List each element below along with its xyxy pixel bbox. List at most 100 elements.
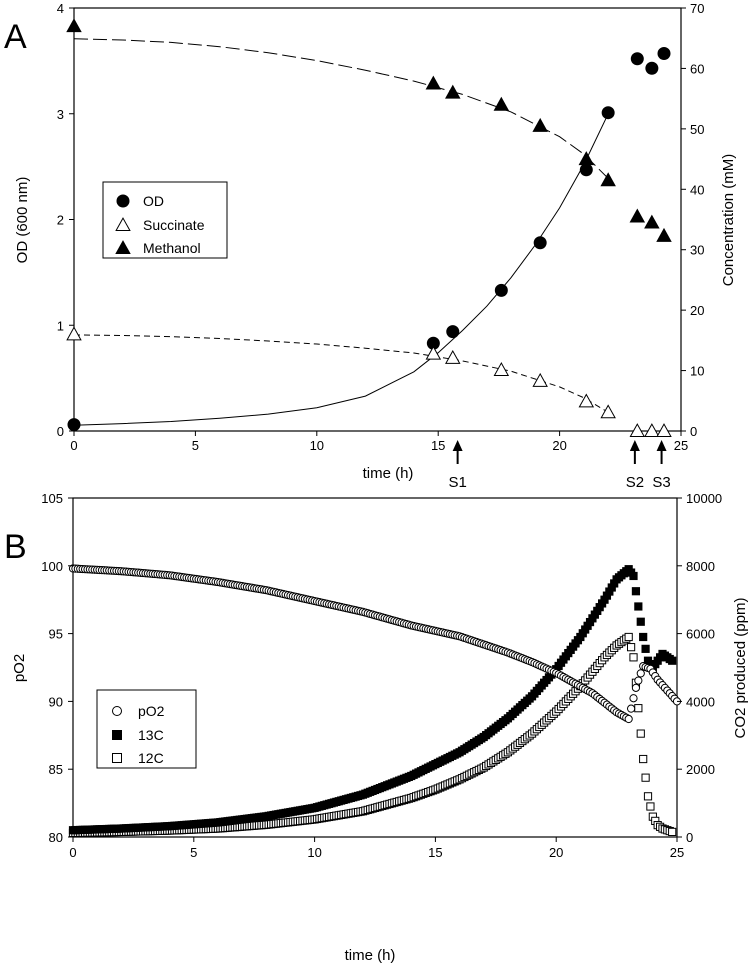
legend-marker-methanol: [115, 240, 131, 255]
point-po2: [624, 714, 633, 724]
legend-marker-13c: [112, 730, 122, 740]
panel-b-y-left-tick-label: 100: [41, 559, 63, 574]
point-succinate: [425, 345, 442, 360]
point-methanol: [493, 96, 510, 111]
annotation-s1: S1: [448, 474, 466, 491]
panel-b-y-left-tick-label: 95: [49, 627, 63, 642]
point-od: [446, 325, 460, 339]
panel-a-y-right-tick-label: 40: [690, 182, 704, 197]
panel-b-x-tick-label: 15: [428, 845, 442, 860]
panel-b-xlabel: time (h): [345, 947, 396, 964]
panel-a-legend: OD Succinate Methanol: [102, 181, 228, 259]
point-12c: [624, 632, 633, 642]
point-od: [67, 418, 81, 432]
point-12c: [643, 792, 653, 801]
panel-a-y-right-tick-label: 20: [690, 303, 704, 318]
legend-label-po2: pO2: [138, 703, 165, 719]
point-13c: [629, 571, 638, 581]
panel-a-x-tick-label: 0: [70, 438, 77, 453]
point-succinate: [493, 362, 510, 376]
panel-a-y-left-tick-label: 2: [57, 213, 64, 228]
arrow-head-s3: [656, 440, 667, 451]
point-methanol: [66, 18, 82, 33]
point-13c: [668, 656, 677, 665]
panel-b-letter: B: [4, 528, 27, 566]
point-succinate: [445, 349, 461, 364]
fit-line-succinate: [73, 334, 609, 413]
point-succinate: [66, 326, 82, 341]
point-methanol: [600, 172, 616, 187]
panel-a-x-tick-label: 25: [674, 438, 688, 453]
panel-b-y-right-tick-label: 10000: [686, 491, 722, 506]
legend-marker-succinate: [115, 217, 131, 232]
point-13c: [631, 587, 641, 596]
panel-a-xlabel: time (h): [363, 465, 414, 482]
point-12c: [639, 754, 648, 764]
annotation-s3: S3: [652, 474, 670, 491]
panel-a-y-right-tick-label: 70: [690, 1, 704, 16]
point-12c: [634, 704, 643, 713]
panel-b-y-left-tick-label: 105: [41, 491, 63, 506]
point-methanol: [445, 84, 461, 99]
point-succinate: [629, 423, 646, 438]
panel-b-x-tick-label: 20: [549, 845, 563, 860]
point-po2: [629, 694, 638, 703]
panel-b-x-tick-label: 10: [307, 845, 321, 860]
point-methanol: [532, 117, 548, 132]
fit-line-methanol: [73, 38, 609, 179]
panel-a-y-left-tick-label: 0: [57, 424, 64, 439]
legend-label-12c: 12C: [138, 750, 164, 766]
panel-b-y-right-tick-label: 0: [686, 830, 693, 845]
panel-a-ylabel-left: OD (600 nm): [14, 177, 31, 264]
panel-a-x-tick-label: 20: [552, 438, 566, 453]
point-13c: [639, 632, 648, 642]
point-od: [494, 283, 508, 297]
panel-a-y-right-tick-label: 30: [690, 243, 704, 258]
panel-a-y-right-tick-label: 10: [690, 364, 704, 379]
panel-b-x-tick-label: 0: [69, 845, 76, 860]
point-13c: [641, 644, 650, 653]
legend-marker-po2: [112, 706, 122, 716]
panel-b-y-right-tick-label: 6000: [686, 627, 715, 642]
panel-a-y-right-tick-label: 50: [690, 122, 704, 137]
point-12c: [626, 643, 636, 652]
panel-b-ylabel-left: pO2: [11, 654, 28, 682]
point-od: [533, 236, 547, 250]
legend-label-13c: 13C: [138, 727, 164, 743]
point-12c: [636, 729, 645, 738]
point-od: [579, 163, 593, 177]
point-od: [645, 61, 659, 75]
point-methanol: [644, 214, 660, 229]
panel-a-y-right-tick-label: 60: [690, 61, 704, 76]
panel-b-y-left-tick-label: 90: [49, 694, 63, 709]
point-po2: [631, 683, 641, 692]
panel-a-x-tick-label: 15: [431, 438, 445, 453]
panel-b-y-right-tick-label: 4000: [686, 694, 715, 709]
annotation-s2: S2: [626, 474, 644, 491]
point-od: [657, 46, 671, 60]
point-12c: [641, 773, 650, 782]
panel-a-y-left-tick-label: 1: [57, 318, 64, 333]
point-methanol: [656, 227, 672, 242]
panel-a-ylabel-right: Concentration (mM): [720, 154, 737, 287]
legend-label-od: OD: [143, 193, 164, 209]
panel-b-y-right-tick-label: 8000: [686, 559, 715, 574]
fit-line-od: [73, 113, 609, 426]
point-od: [601, 106, 615, 120]
point-succinate: [656, 423, 672, 438]
panel-b-y-left-tick-label: 80: [49, 830, 63, 845]
panel-b-x-tick-label: 5: [190, 845, 197, 860]
point-po2: [634, 676, 643, 685]
point-methanol: [629, 208, 646, 223]
point-methanol: [425, 75, 442, 90]
arrow-head-s1: [452, 440, 463, 451]
point-succinate: [578, 393, 595, 408]
point-succinate: [600, 404, 616, 419]
panel-a-y-left-tick-label: 4: [57, 1, 64, 16]
panel-b-y-left-tick-label: 85: [49, 762, 63, 777]
panel-a-letter: A: [4, 18, 27, 56]
panel-a-y-left-tick-label: 3: [57, 107, 64, 122]
arrow-head-s2: [629, 440, 640, 451]
